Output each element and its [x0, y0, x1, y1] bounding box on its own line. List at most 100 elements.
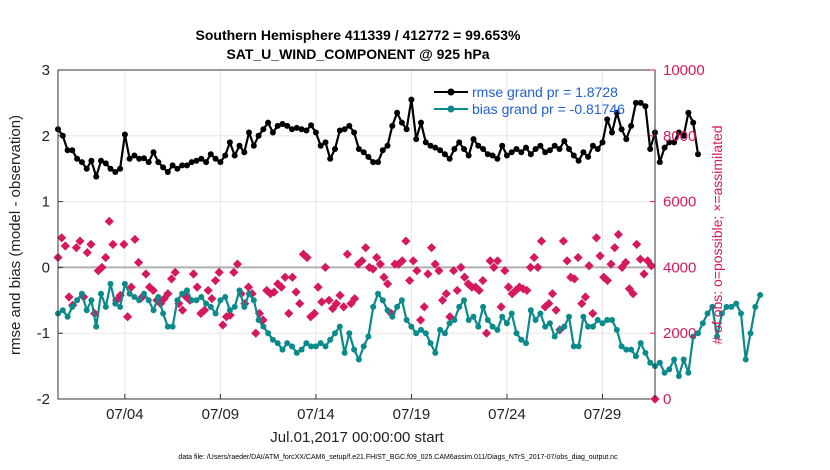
obs-count-marker [481, 328, 492, 338]
rmse-point [551, 142, 558, 149]
obs-count-marker [317, 297, 327, 307]
obs-count-marker [544, 299, 554, 309]
rmse-point [188, 159, 195, 166]
rmse-point [212, 155, 219, 162]
obs-count-marker [122, 312, 133, 322]
bias-point [656, 359, 663, 366]
rmse-point [556, 146, 563, 152]
bias-point [704, 310, 711, 317]
obs-count-marker [357, 256, 367, 266]
bias-point [279, 346, 286, 353]
rmse-point [370, 159, 377, 166]
bias-point [422, 330, 429, 337]
bias-point [542, 323, 549, 330]
obs-count-marker [350, 294, 360, 304]
obs-count-marker [141, 269, 151, 279]
rmse-point [355, 146, 362, 152]
rmse-point [613, 109, 620, 116]
bias-point [260, 323, 267, 330]
obs-count-marker [405, 275, 415, 286]
bias-point [351, 346, 358, 353]
bias-point [484, 317, 491, 323]
obs-count-marker [97, 262, 107, 272]
bias-point [169, 323, 176, 330]
rmse-point [160, 164, 167, 171]
rmse-point [69, 147, 76, 154]
bias-point [556, 326, 563, 333]
bias-point [145, 297, 152, 304]
bias-point [83, 307, 90, 314]
bias-point [174, 297, 181, 304]
x-axis-ticks: 07/04 07/09 07/14 07/19 07/24 07/29 [106, 394, 621, 423]
obs-count-marker [148, 285, 158, 296]
rmse-point [289, 126, 295, 133]
obs-count-marker [269, 287, 279, 297]
y-tick-label: 2 [42, 128, 50, 145]
rmse-point [632, 99, 639, 106]
bias-point [222, 294, 229, 300]
obs-count-marker [210, 275, 221, 286]
bias-point [64, 313, 71, 320]
x-tick-label: 07/19 [393, 406, 431, 423]
obs-count-marker [276, 282, 287, 292]
rmse-point [637, 99, 644, 106]
bias-point [269, 336, 276, 343]
rmse-point [503, 152, 510, 159]
obs-count-marker [577, 299, 587, 309]
obs-count-marker [580, 292, 591, 302]
obs-count-marker [284, 308, 294, 319]
bias-point [179, 290, 186, 297]
bias-point [461, 297, 467, 304]
obs-count-marker [119, 239, 129, 249]
chart-title-line1: Southern Hemisphere 411339 / 412772 = 99… [196, 27, 521, 43]
rmse-point [222, 152, 229, 159]
rmse-point [580, 149, 587, 156]
bias-point [418, 326, 424, 333]
bias-point [379, 297, 386, 304]
obs-count-marker [251, 328, 261, 338]
bias-point [742, 356, 749, 363]
obs-count-marker [108, 239, 118, 249]
obs-count-marker [170, 267, 180, 277]
obs-count-marker [309, 308, 319, 319]
rmse-point [179, 162, 186, 169]
y-tick-label: -1 [37, 325, 50, 342]
obs-count-marker [492, 256, 503, 266]
bias-point [671, 356, 678, 363]
bias-point [246, 290, 252, 297]
bias-point [580, 313, 587, 320]
obs-count-marker [199, 305, 210, 315]
bias-point [680, 356, 687, 363]
rmse-point [456, 139, 463, 146]
bias-point [355, 356, 362, 363]
obs-count-marker [126, 282, 136, 292]
bias-point [699, 320, 706, 327]
obs-count-marker [188, 269, 199, 279]
rmse-point [317, 142, 324, 149]
rmse-point [102, 160, 109, 167]
bias-point [594, 317, 601, 323]
obs-count-marker [361, 243, 371, 253]
rmse-point [126, 155, 133, 162]
rmse-point [303, 127, 310, 134]
obs-count-marker [159, 294, 169, 304]
obs-count-marker [339, 302, 349, 312]
obs-count-marker [474, 285, 484, 296]
bias-point [685, 369, 692, 376]
bias-point [341, 349, 348, 356]
rmse-point [499, 142, 506, 149]
bias-point [322, 343, 329, 350]
bias-point [74, 297, 81, 304]
bias-point [503, 320, 510, 327]
obs-count-marker [133, 257, 144, 268]
rmse-point [93, 173, 100, 180]
obs-count-marker [452, 285, 462, 296]
obs-count-marker [192, 282, 202, 292]
rmse-point [661, 144, 668, 151]
rmse-point [480, 146, 487, 152]
bias-point [241, 303, 248, 310]
bias-point [303, 340, 310, 347]
bias-point [289, 343, 295, 350]
rmse-point [451, 146, 458, 152]
obs-count-marker [525, 262, 536, 272]
